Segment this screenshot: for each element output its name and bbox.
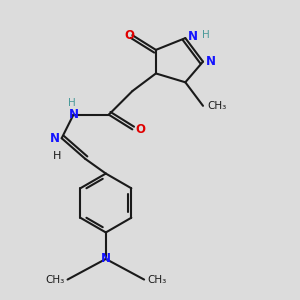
Text: N: N <box>50 132 60 145</box>
Text: CH₃: CH₃ <box>147 274 166 285</box>
Text: CH₃: CH₃ <box>207 101 227 111</box>
Text: H: H <box>202 30 209 40</box>
Text: N: N <box>68 108 78 121</box>
Text: H: H <box>68 98 76 108</box>
Text: O: O <box>135 123 145 136</box>
Text: N: N <box>188 30 198 43</box>
Text: N: N <box>101 252 111 266</box>
Text: O: O <box>124 29 134 42</box>
Text: H: H <box>53 151 62 161</box>
Text: N: N <box>206 55 216 68</box>
Text: CH₃: CH₃ <box>45 274 64 285</box>
